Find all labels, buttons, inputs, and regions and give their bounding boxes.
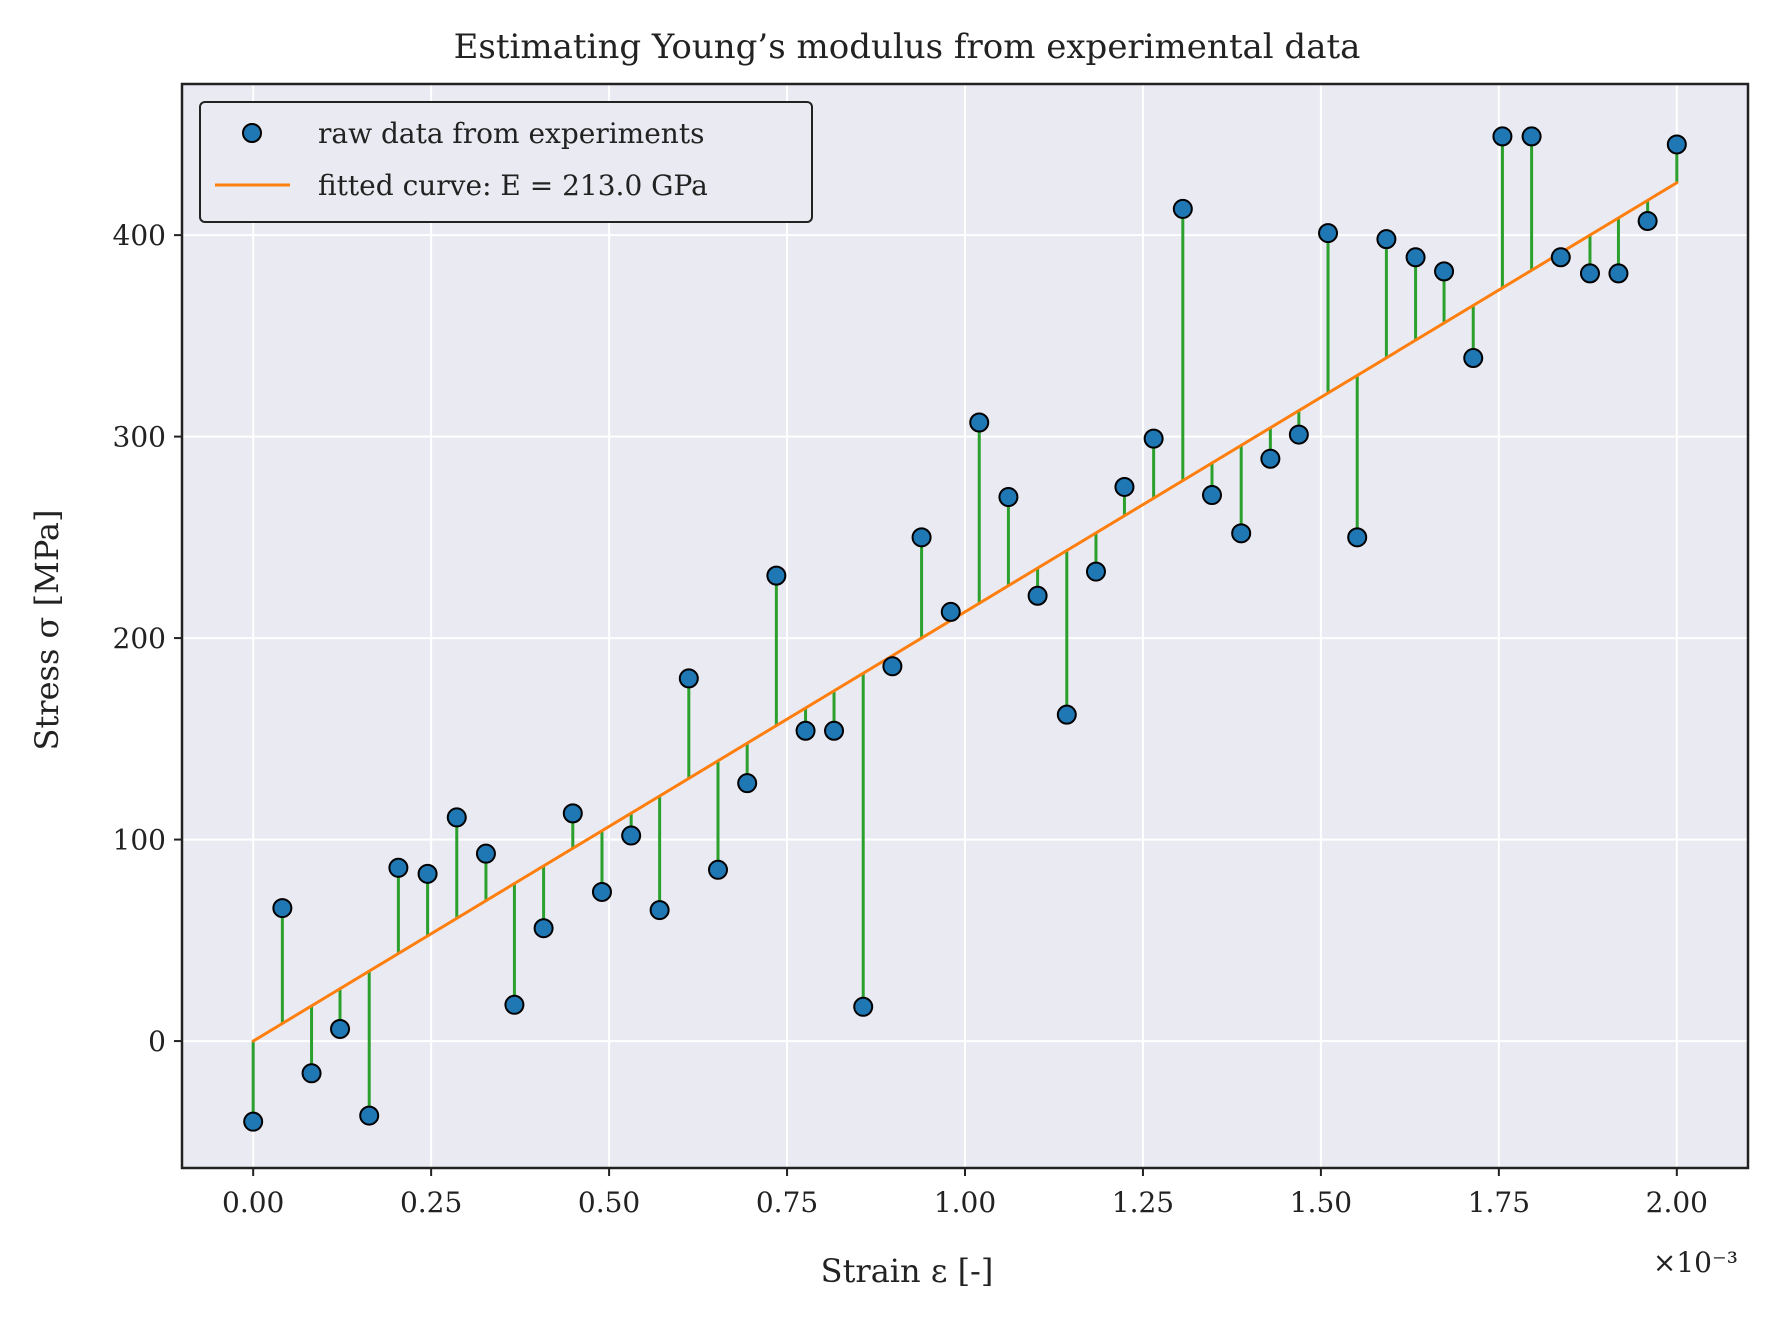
data-point bbox=[330, 1018, 351, 1039]
data-point bbox=[446, 807, 467, 828]
grid bbox=[182, 84, 1748, 1168]
data-point bbox=[562, 803, 583, 824]
data-point bbox=[853, 996, 874, 1017]
data-point bbox=[359, 1105, 380, 1126]
data-point bbox=[882, 656, 903, 677]
data-point bbox=[1085, 561, 1106, 582]
data-point bbox=[1434, 261, 1455, 282]
legend: raw data from experiments fitted curve: … bbox=[199, 101, 813, 223]
x-tick-label: 2.00 bbox=[1646, 1186, 1708, 1219]
data-point bbox=[591, 881, 612, 902]
data-point bbox=[243, 1111, 264, 1132]
x-tick-label: 1.75 bbox=[1468, 1186, 1530, 1219]
data-point bbox=[1550, 247, 1571, 268]
data-point bbox=[417, 863, 438, 884]
data-point bbox=[1027, 585, 1048, 606]
data-points bbox=[243, 126, 1687, 1132]
data-point bbox=[911, 527, 932, 548]
data-point bbox=[1202, 485, 1223, 506]
data-point bbox=[1666, 134, 1687, 155]
data-point bbox=[1172, 198, 1193, 219]
x-tick-label: 0.25 bbox=[400, 1186, 462, 1219]
x-axis-ticks: 0.00 0.25 0.50 0.75 1.00 1.25 1.50 1.75 2.00 bbox=[222, 1168, 1708, 1219]
data-point bbox=[649, 900, 670, 921]
y-tick-label: 200 bbox=[113, 622, 166, 655]
y-tick-label: 400 bbox=[113, 219, 166, 252]
data-point bbox=[1492, 126, 1513, 147]
data-point bbox=[1143, 428, 1164, 449]
data-point bbox=[1056, 704, 1077, 725]
data-point bbox=[1637, 211, 1658, 232]
data-point bbox=[678, 668, 699, 689]
x-tick-label: 0.00 bbox=[222, 1186, 284, 1219]
x-tick-label: 1.25 bbox=[1112, 1186, 1174, 1219]
data-point bbox=[1608, 263, 1629, 284]
data-point bbox=[795, 720, 816, 741]
data-point bbox=[1376, 229, 1397, 250]
y-tick-label: 0 bbox=[148, 1025, 166, 1058]
data-point bbox=[504, 994, 525, 1015]
y-axis-ticks: 0 100 200 300 400 bbox=[113, 219, 182, 1058]
residual-lines bbox=[251, 136, 1679, 1122]
data-point bbox=[707, 859, 728, 880]
data-point bbox=[737, 773, 758, 794]
data-point bbox=[1463, 348, 1484, 369]
data-point bbox=[1318, 223, 1339, 244]
data-point bbox=[388, 857, 409, 878]
data-point bbox=[766, 565, 787, 586]
fitted-line-layer bbox=[251, 181, 1679, 1043]
x-axis-multiplier: ×10⁻³ bbox=[1653, 1246, 1738, 1279]
data-point bbox=[272, 898, 293, 919]
data-point bbox=[1521, 126, 1542, 147]
data-point bbox=[824, 720, 845, 741]
chart-title: Estimating Young’s modulus from experime… bbox=[454, 27, 1361, 67]
x-tick-label: 1.50 bbox=[1290, 1186, 1352, 1219]
x-tick-label: 1.00 bbox=[934, 1186, 996, 1219]
data-point bbox=[621, 825, 642, 846]
x-tick-label: 0.50 bbox=[578, 1186, 640, 1219]
data-point bbox=[1114, 476, 1135, 497]
legend-label-fitted-curve: fitted curve: E = 213.0 GPa bbox=[318, 169, 708, 202]
data-point bbox=[475, 843, 496, 864]
y-tick-label: 300 bbox=[113, 421, 166, 454]
data-point bbox=[1347, 527, 1368, 548]
fitted-curve-line bbox=[251, 181, 1679, 1043]
data-point bbox=[998, 487, 1019, 508]
y-tick-label: 100 bbox=[113, 824, 166, 857]
data-point bbox=[1288, 424, 1309, 445]
data-point bbox=[1260, 448, 1281, 469]
x-axis-label: Strain ε [-] bbox=[821, 1252, 994, 1290]
data-point bbox=[1579, 263, 1600, 284]
data-point bbox=[301, 1063, 322, 1084]
data-point bbox=[940, 601, 961, 622]
x-tick-label: 0.75 bbox=[756, 1186, 818, 1219]
data-point bbox=[1405, 247, 1426, 268]
data-point bbox=[969, 412, 990, 433]
legend-marker-raw-data bbox=[242, 123, 262, 143]
legend-frame bbox=[199, 101, 813, 223]
legend-label-raw-data: raw data from experiments bbox=[318, 117, 704, 150]
data-point bbox=[1231, 523, 1252, 544]
y-axis-label: Stress σ [MPa] bbox=[28, 510, 66, 751]
data-point bbox=[533, 918, 554, 939]
